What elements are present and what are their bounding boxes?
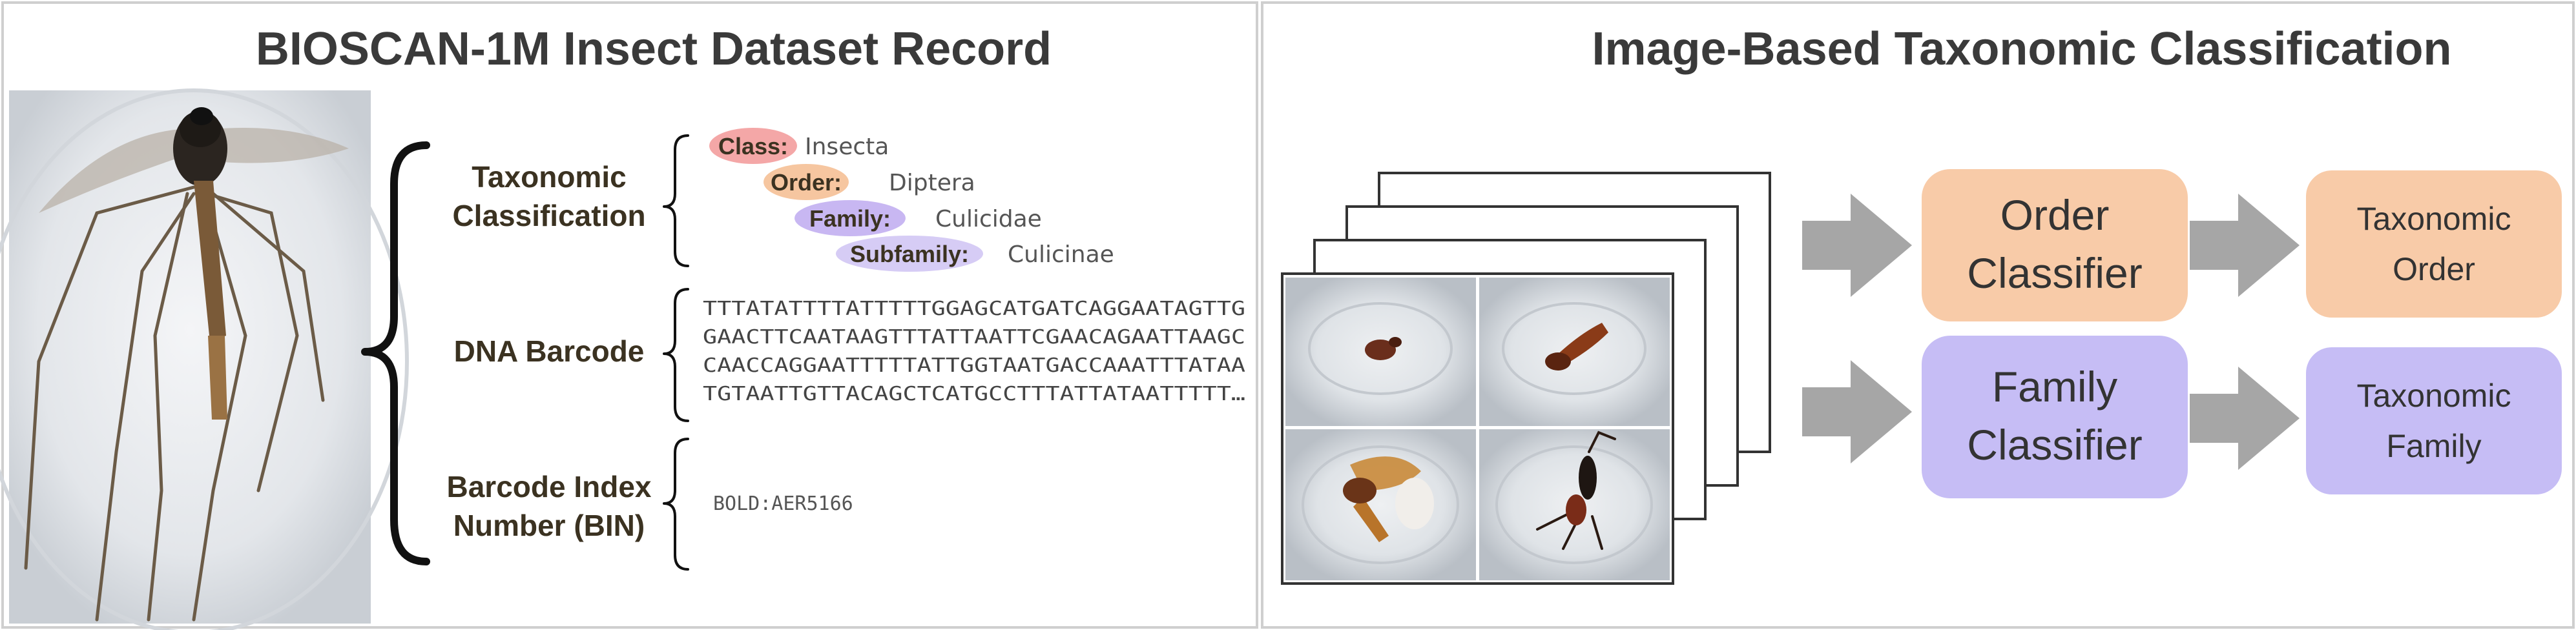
arrow-to-taxonomic-family: [2190, 367, 2300, 470]
family-classifier-line1: Family: [1992, 363, 2117, 411]
dna-line-4: TGTAATTGTTACAGCTCATGCCTTTATTATAATTTTT…: [703, 383, 1245, 405]
order-rank: Order:: [771, 169, 842, 196]
arrow-to-taxonomic-order: [2190, 194, 2300, 297]
family-rank: Family:: [809, 205, 891, 232]
subfamily-pill: [836, 236, 983, 272]
arrow-to-family-classifier: [1802, 360, 1912, 463]
taxonomic-classification-label-line1: Taxonomic: [472, 160, 626, 194]
left-panel-title: BIOSCAN-1M Insect Dataset Record: [256, 23, 1052, 75]
class-value: Insecta: [805, 134, 889, 160]
specimen-photo-4: [1479, 429, 1670, 580]
large-brace: [361, 141, 430, 565]
order-classifier-box: Order Classifier: [1922, 169, 2188, 321]
order-pill: [763, 164, 849, 200]
dna-line-3: CAACCAGGAATTTTTATTGGTAATGACCAAATTTATAA: [703, 354, 1245, 377]
rank-family: Family: Culicidae: [795, 200, 1042, 236]
taxonomic-classification-label-line2: Classification: [452, 199, 645, 232]
taxonomic-family-box: Taxonomic Family: [2306, 347, 2562, 494]
dna-barcode-label: DNA Barcode: [454, 334, 645, 368]
family-pill: [795, 200, 906, 236]
dna-line-2: GAACTTCAATAAGTTTATTAATTCGAACAGAATTAAGC: [703, 326, 1245, 349]
bin-value: BOLD:AER5166: [713, 493, 853, 515]
specimen-photo-2: [1479, 278, 1670, 426]
rank-class: Class: Insecta: [709, 128, 889, 164]
rank-order: Order: Diptera: [763, 164, 975, 200]
subfamily-value: Culicinae: [1008, 241, 1114, 268]
bin-brace: [663, 438, 689, 571]
order-classifier-line2: Classifier: [1967, 249, 2142, 297]
bin-label-line1: Barcode Index: [447, 470, 652, 503]
taxonomy-brace: [663, 134, 689, 267]
taxonomic-family-line2: Family: [2386, 428, 2481, 464]
specimen-photo-3: [1285, 429, 1476, 580]
class-pill: [709, 128, 797, 164]
subfamily-rank: Subfamily:: [850, 241, 969, 267]
taxonomic-order-line1: Taxonomic: [2357, 201, 2511, 237]
order-value: Diptera: [889, 170, 975, 196]
dna-brace: [663, 288, 689, 422]
dna-line-1: TTTATATTTTATTTTTGGAGCATGATCAGGAATAGTTG: [703, 298, 1245, 320]
class-rank: Class:: [718, 133, 788, 159]
family-classifier-box: Family Classifier: [1922, 336, 2188, 498]
arrows: [1802, 194, 2300, 470]
bin-label-line2: Number (BIN): [453, 509, 645, 542]
taxonomic-order-line2: Order: [2393, 251, 2475, 287]
image-stack: [1281, 172, 1771, 585]
rank-subfamily: Subfamily: Culicinae: [836, 236, 1114, 272]
specimen-photo-1: [1285, 278, 1476, 426]
arrow-to-order-classifier: [1802, 194, 1912, 297]
order-classifier-line1: Order: [2000, 191, 2110, 239]
taxonomic-family-line1: Taxonomic: [2357, 378, 2511, 414]
family-classifier-line2: Classifier: [1967, 421, 2142, 469]
mosquito-photo: [0, 88, 409, 630]
taxonomic-order-box: Taxonomic Order: [2306, 170, 2562, 318]
right-panel-title: Image-Based Taxonomic Classification: [1592, 23, 2451, 75]
family-value: Culicidae: [935, 206, 1042, 232]
